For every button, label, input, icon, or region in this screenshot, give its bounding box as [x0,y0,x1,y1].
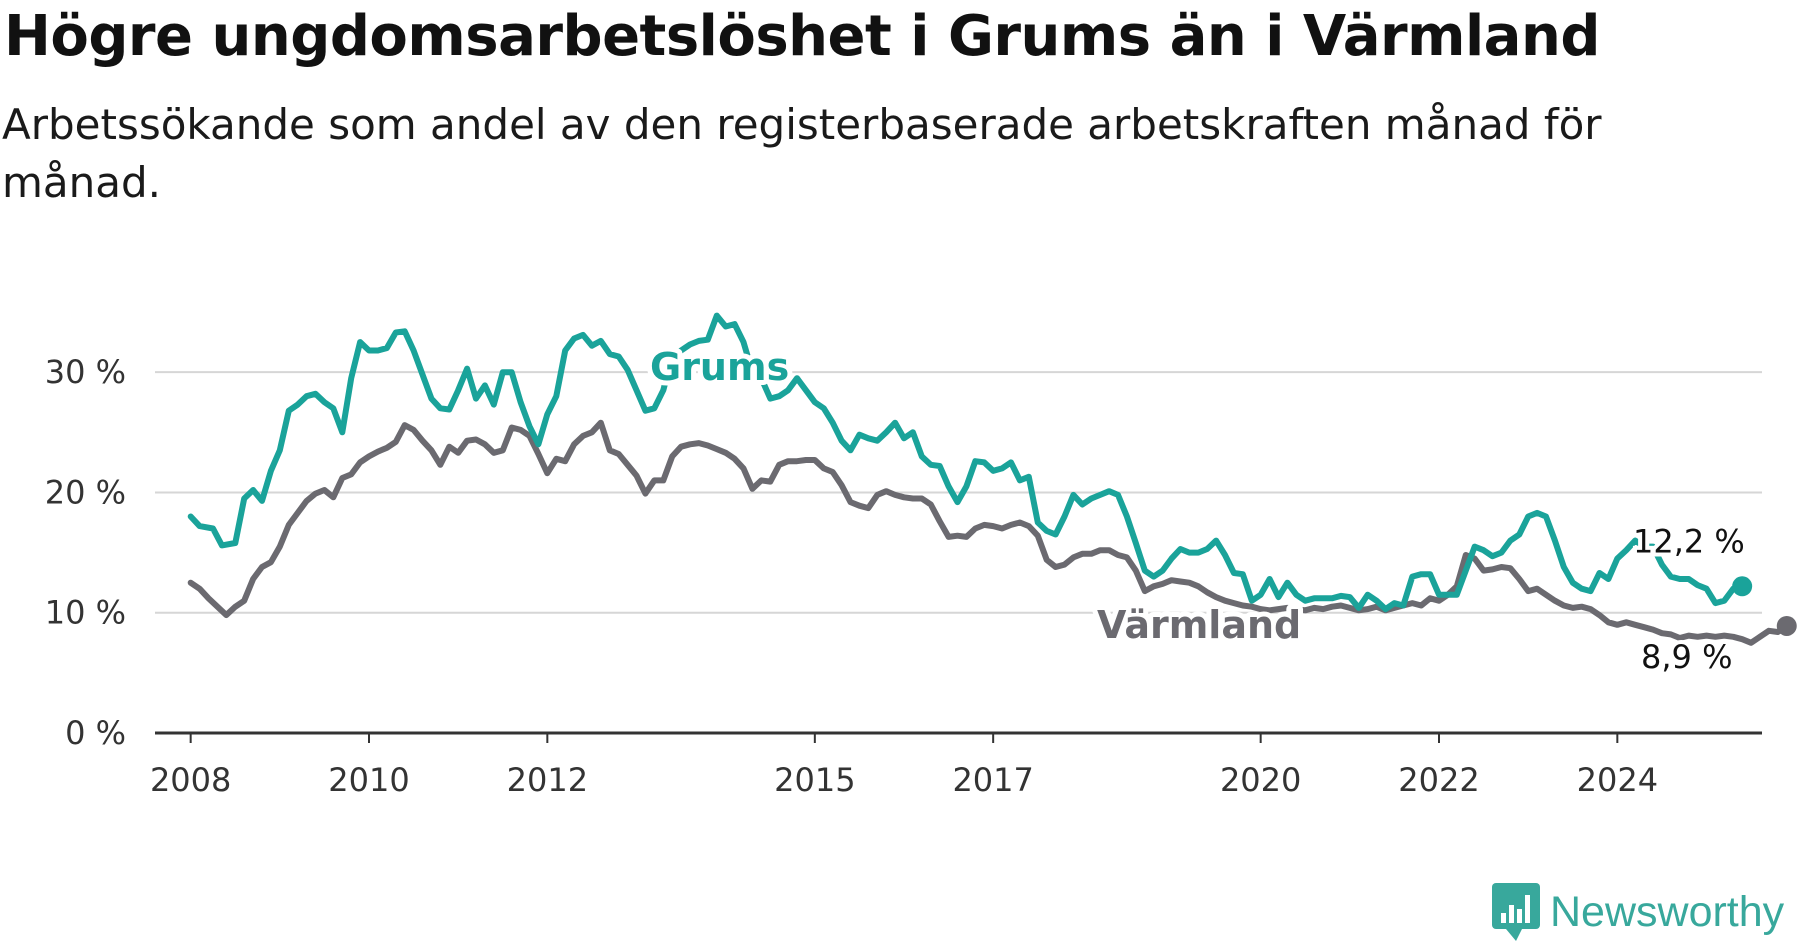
y-tick-label: 20 % [45,473,126,511]
x-tick-label: 2020 [1220,761,1301,799]
gridlines [155,371,1762,743]
series-line-grums [187,312,1746,613]
chart-subtitle: Arbetssökande som andel av den registerb… [2,100,1602,207]
x-tick-label: 2010 [328,761,409,799]
series-label-varmland: Värmland [1097,603,1301,647]
newsworthy-logo-icon [1492,883,1540,941]
brand-logo: Newsworthy [1492,882,1784,942]
end-value-label-grums: 12,2 % [1633,522,1745,560]
series-label-grums: Grums [650,345,789,389]
y-axis-tick-labels: 0 % 10 % 20 % 30 % [45,353,126,752]
x-tick-label: 2022 [1398,761,1479,799]
y-tick-label: 30 % [45,353,126,391]
x-tick-label: 2017 [952,761,1033,799]
x-tick-label: 2012 [507,761,588,799]
end-value-label-varmland: 8,9 % [1641,638,1732,676]
end-point-grums [1732,576,1753,597]
x-tick-label: 2015 [774,761,855,799]
x-axis-tick-labels: 2008 2010 2012 2015 2017 2020 2022 2024 [150,761,1658,799]
x-tick-label: 2008 [150,761,231,799]
chart-title: Högre ungdomsarbetslöshet i Grums än i V… [4,4,1600,69]
series-labels: Grums Värmland 12,2 % 8,9 % [645,340,1749,680]
y-tick-label: 10 % [45,594,126,632]
y-tick-label: 0 % [65,714,126,752]
brand-name: Newsworthy [1550,887,1785,936]
series-lines [187,312,1797,646]
end-point-varmland [1776,615,1797,636]
series-line-varmland [187,419,1790,646]
x-tick-label: 2024 [1577,761,1658,799]
